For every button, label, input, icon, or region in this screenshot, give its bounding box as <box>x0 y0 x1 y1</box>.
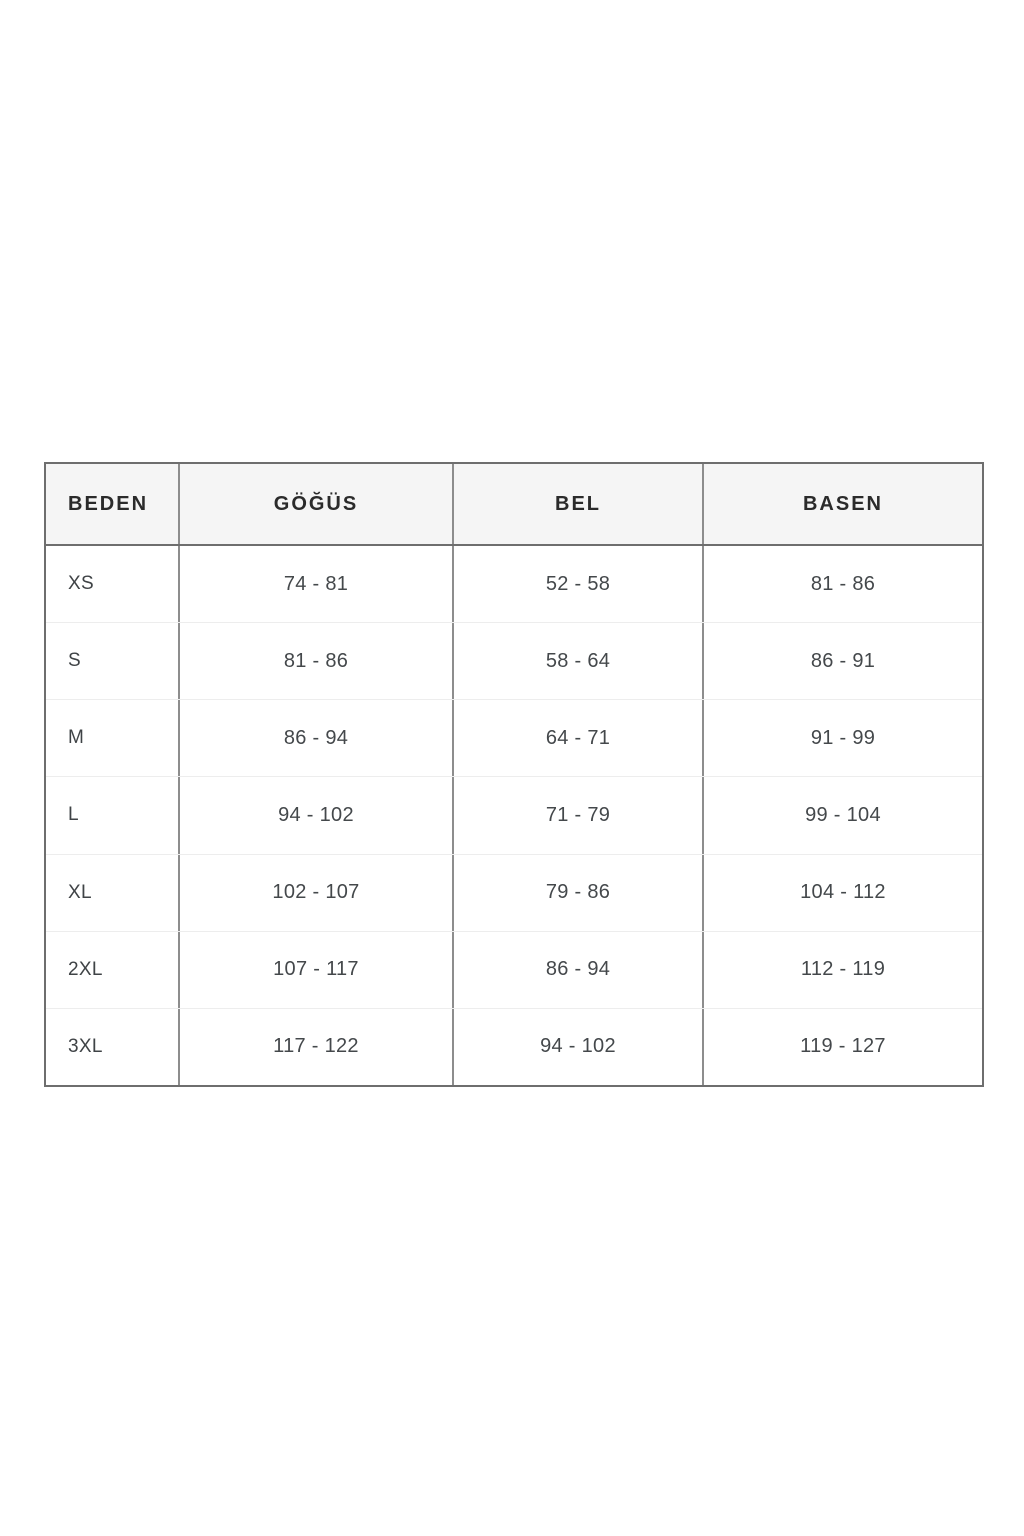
table-row: XS 74 - 81 52 - 58 81 - 86 <box>46 546 982 624</box>
cell-gogus: 102 - 107 <box>180 854 454 931</box>
cell-gogus: 81 - 86 <box>180 623 454 700</box>
cell-bel: 94 - 102 <box>454 1008 704 1085</box>
cell-beden: S <box>46 623 180 700</box>
cell-beden: M <box>46 700 180 777</box>
cell-bel: 79 - 86 <box>454 854 704 931</box>
cell-gogus: 117 - 122 <box>180 1008 454 1085</box>
table-row: M 86 - 94 64 - 71 91 - 99 <box>46 700 982 778</box>
cell-bel: 71 - 79 <box>454 777 704 854</box>
size-chart-table: BEDEN GÖĞÜS BEL BASEN XS 74 - 81 52 - 58… <box>44 462 984 1087</box>
cell-basen: 86 - 91 <box>810 649 876 672</box>
cell-basen: 104 - 112 <box>800 881 886 904</box>
table-header-row: BEDEN GÖĞÜS BEL BASEN <box>46 464 982 546</box>
cell-bel: 58 - 64 <box>454 623 704 700</box>
column-header-basen: BASEN <box>802 492 883 515</box>
cell-basen: 99 - 104 <box>805 803 881 826</box>
cell-beden: XL <box>46 854 180 931</box>
column-header-beden: BEDEN <box>46 464 180 544</box>
cell-gogus: 94 - 102 <box>180 777 454 854</box>
table-row: 2XL 107 - 117 86 - 94 112 - 119 <box>46 931 982 1009</box>
cell-gogus: 86 - 94 <box>180 700 454 777</box>
table-row: S 81 - 86 58 - 64 86 - 91 <box>46 623 982 701</box>
cell-beden: 3XL <box>46 1008 180 1085</box>
table-body: XS 74 - 81 52 - 58 81 - 86 S 81 - 86 58 … <box>46 546 982 1085</box>
table-row: 3XL 117 - 122 94 - 102 119 - 127 <box>46 1008 982 1085</box>
cell-bel: 86 - 94 <box>454 931 704 1008</box>
cell-gogus: 107 - 117 <box>180 931 454 1008</box>
column-header-bel: BEL <box>454 464 704 544</box>
cell-beden: XS <box>46 546 180 623</box>
cell-basen: 81 - 86 <box>810 572 876 595</box>
cell-bel: 64 - 71 <box>454 700 704 777</box>
cell-beden: L <box>46 777 180 854</box>
cell-basen: 91 - 99 <box>810 726 876 749</box>
cell-gogus: 74 - 81 <box>180 546 454 623</box>
table-row: L 94 - 102 71 - 79 99 - 104 <box>46 777 982 855</box>
cell-bel: 52 - 58 <box>454 546 704 623</box>
table-row: XL 102 - 107 79 - 86 104 - 112 <box>46 854 982 932</box>
cell-basen: 112 - 119 <box>800 958 886 981</box>
cell-beden: 2XL <box>46 931 180 1008</box>
cell-basen: 119 - 127 <box>800 1035 886 1058</box>
column-header-gogus: GÖĞÜS <box>180 464 454 544</box>
